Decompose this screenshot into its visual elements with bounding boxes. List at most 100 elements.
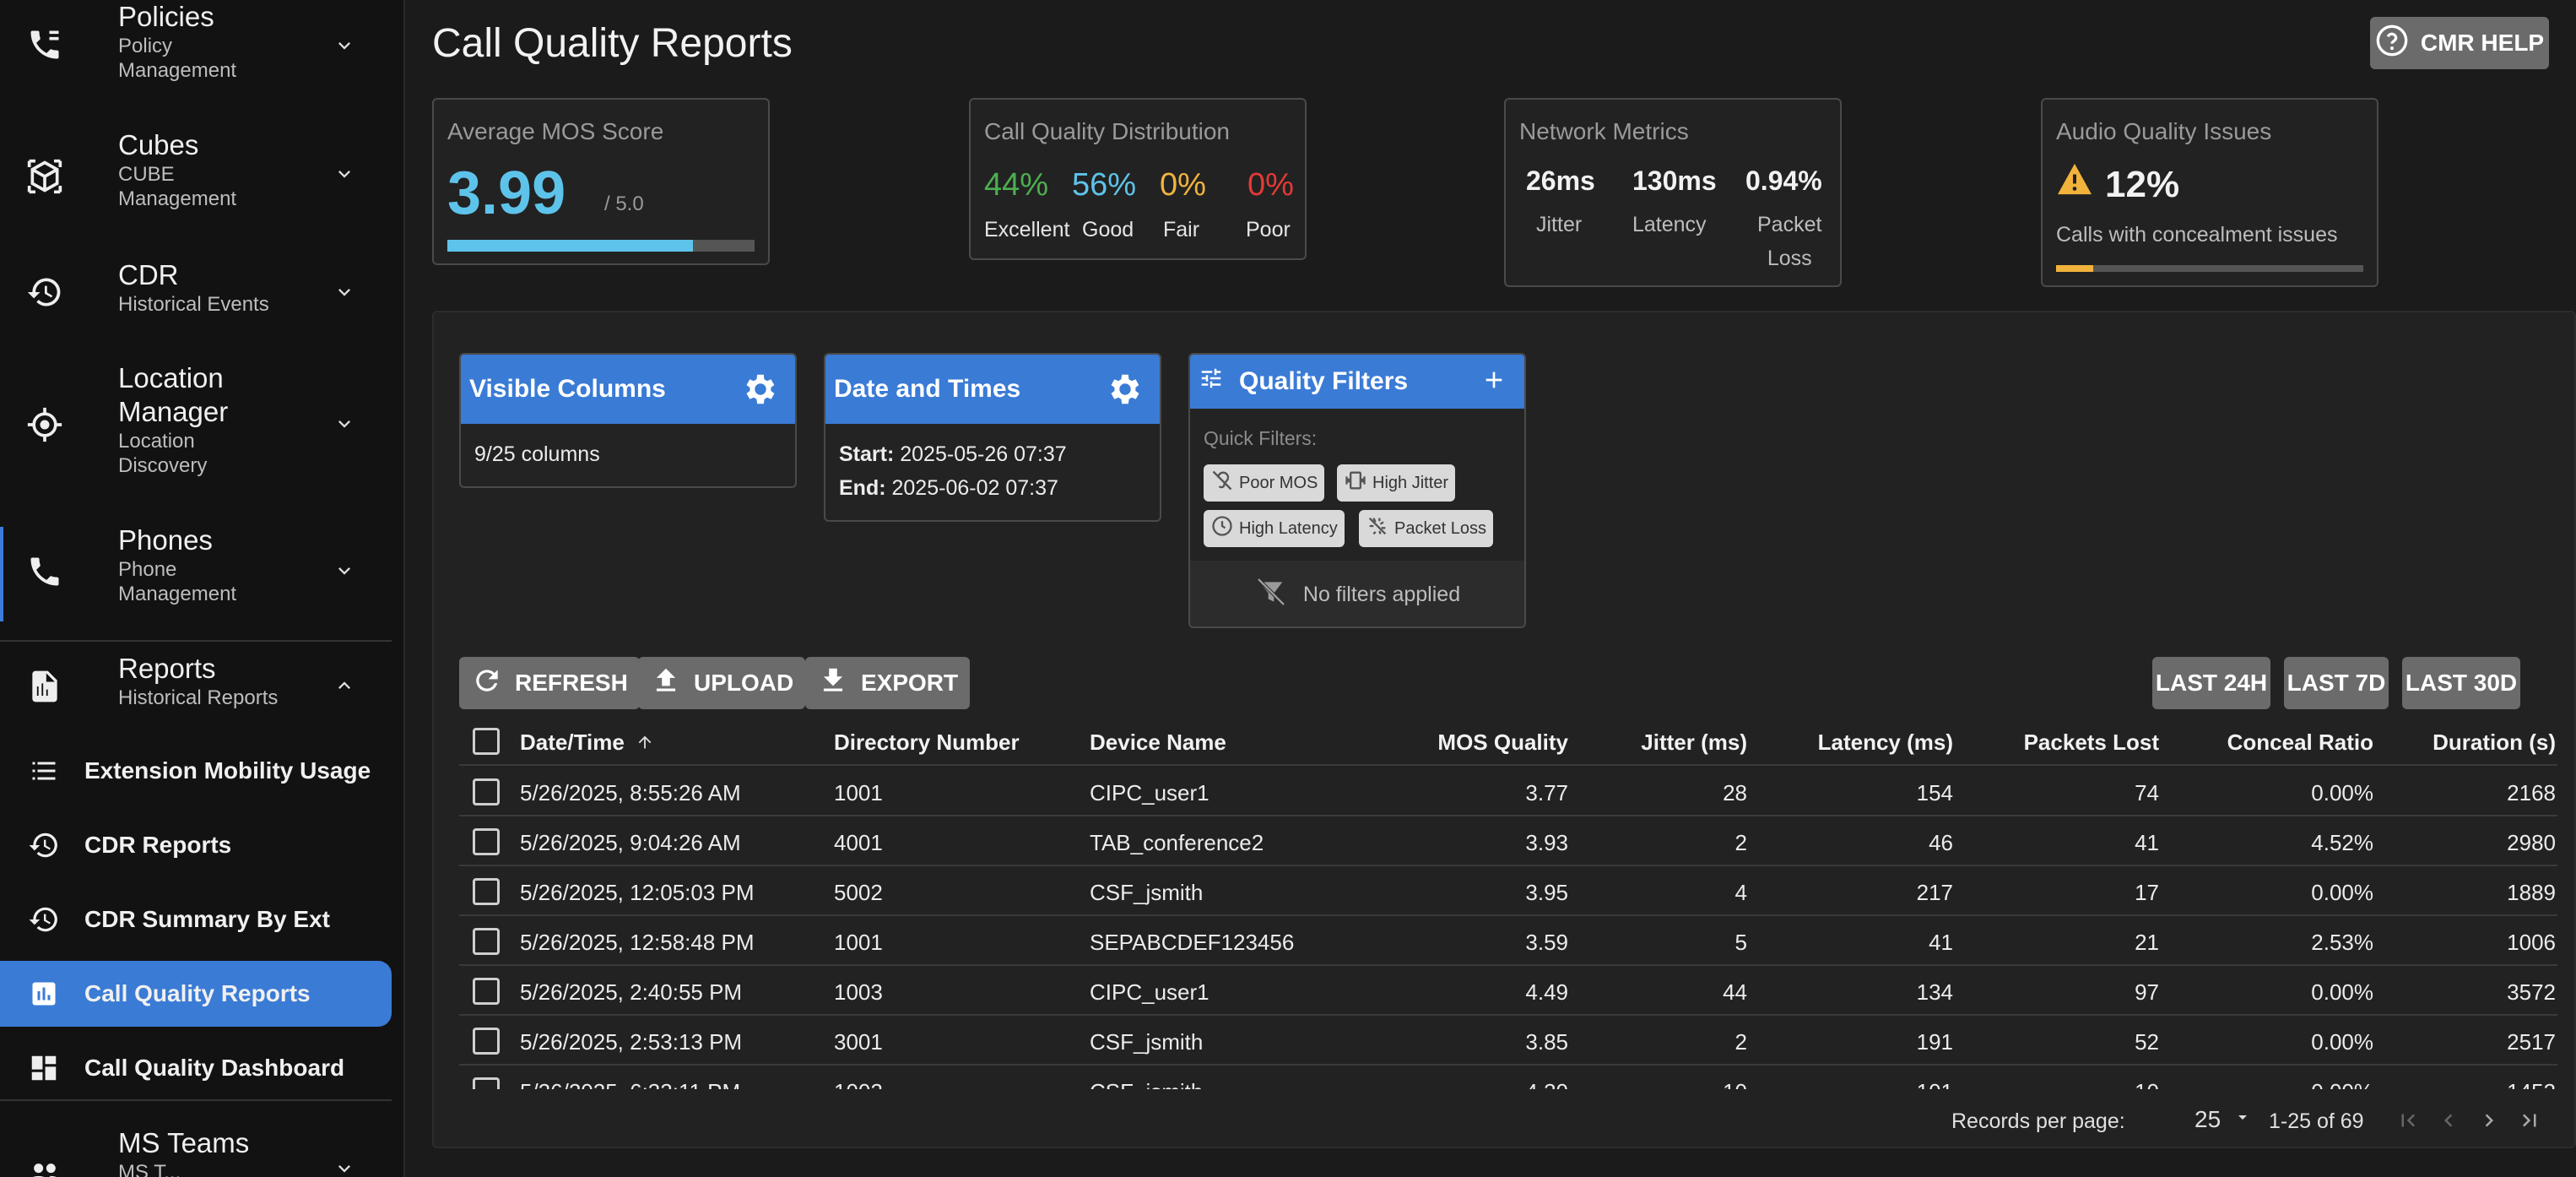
- nav-cdr[interactable]: CDR Historical Events: [0, 258, 403, 326]
- date-end-label: End:: [839, 476, 886, 500]
- cell-latency: 154: [1916, 780, 1953, 805]
- table-row[interactable]: 5/26/2025, 2:40:55 PM 1003 CIPC_user1 4.49 4…: [459, 966, 2557, 1016]
- visible-columns-title: Visible Columns: [469, 375, 666, 403]
- last-24h-button[interactable]: LAST 24H: [2152, 657, 2270, 709]
- cell-duration: 2980: [2507, 830, 2556, 855]
- sidebar-item-call-quality-dashboard[interactable]: Call Quality Dashboard: [0, 1035, 392, 1101]
- row-checkbox[interactable]: [473, 778, 500, 805]
- gear-icon[interactable]: [1106, 370, 1145, 415]
- sidebar-item-label: CDR Reports: [84, 832, 232, 858]
- sidebar-divider: [0, 1099, 392, 1101]
- refresh-button[interactable]: REFRESH: [459, 657, 640, 709]
- date-times-card[interactable]: Date and Times Start: 2025-05-26 07:37 E…: [824, 353, 1161, 522]
- chevron-down-icon[interactable]: [331, 279, 358, 306]
- sidebar-item-cdr-reports[interactable]: CDR Reports: [0, 812, 392, 878]
- filter-chip-poor-mos[interactable]: Poor MOS: [1204, 464, 1325, 502]
- nav-location-title-2: Manager: [118, 396, 229, 427]
- nav-policies-sub1: Policy: [118, 35, 173, 57]
- row-checkbox[interactable]: [473, 978, 500, 1005]
- records-per-page-select[interactable]: 25: [2194, 1106, 2253, 1133]
- cell-mos-quality: 4.49: [1525, 979, 1568, 1005]
- network-card-title: Network Metrics: [1519, 118, 1689, 144]
- table-row[interactable]: 5/26/2025, 6:32:11 PM 1002 CSF_jsmith 4.30 1…: [459, 1066, 2557, 1089]
- chevron-up-icon[interactable]: [331, 672, 358, 699]
- nav-cubes[interactable]: Cubes CUBE Management: [0, 128, 403, 221]
- table-row[interactable]: 5/26/2025, 9:04:26 AM 4001 TAB_conference2…: [459, 816, 2557, 866]
- header-directory-number[interactable]: Directory Number: [834, 730, 1020, 755]
- header-duration[interactable]: Duration (s): [2433, 730, 2556, 755]
- row-checkbox[interactable]: [473, 878, 500, 905]
- chevron-down-icon[interactable]: [331, 1155, 358, 1177]
- header-mos-quality[interactable]: MOS Quality: [1437, 730, 1568, 755]
- export-button[interactable]: EXPORT: [805, 657, 971, 709]
- chevron-down-icon[interactable]: [331, 160, 358, 187]
- nav-policies-sub2: Management: [118, 59, 237, 82]
- cell-directory-number: 1001: [834, 930, 883, 955]
- sidebar-item-call-quality-reports[interactable]: Call Quality Reports: [0, 961, 392, 1027]
- nav-location-manager[interactable]: Location Manager Location Discovery: [0, 361, 403, 488]
- table-row[interactable]: 5/26/2025, 12:58:48 PM 1001 SEPABCDEF12345…: [459, 916, 2557, 966]
- header-packets-lost[interactable]: Packets Lost: [2023, 730, 2159, 755]
- distribution-excellent-value: 44%: [984, 167, 1049, 203]
- header-jitter[interactable]: Jitter (ms): [1641, 730, 1747, 755]
- filter-chip-high-jitter[interactable]: High Jitter: [1337, 464, 1456, 502]
- header-datetime[interactable]: Date/Time: [520, 730, 654, 757]
- sidebar-item-extension-mobility-usage[interactable]: Extension Mobility Usage: [0, 738, 392, 804]
- last-7d-button[interactable]: LAST 7D: [2284, 657, 2389, 709]
- row-checkbox[interactable]: [473, 1077, 500, 1089]
- nav-policies[interactable]: Policies Policy Management: [0, 0, 403, 93]
- next-page-icon[interactable]: [2476, 1108, 2502, 1139]
- mos-progress-bar: [447, 240, 755, 252]
- pagination-bar: Records per page: 25 1-25 of 69: [459, 1098, 2557, 1150]
- nav-phones[interactable]: Phones Phone Management: [0, 523, 403, 616]
- upload-button[interactable]: UPLOAD: [638, 657, 806, 709]
- audio-issue-value: 12%: [2105, 164, 2180, 205]
- row-checkbox[interactable]: [473, 1028, 500, 1055]
- nav-ms-teams[interactable]: MS Teams MS T...: [0, 1126, 403, 1177]
- cell-device-name: TAB_conference2: [1090, 830, 1264, 855]
- nav-location-title-1: Location: [118, 362, 224, 393]
- row-checkbox[interactable]: [473, 928, 500, 955]
- packet-loss-label-1: Packet: [1757, 213, 1822, 236]
- table-row[interactable]: 5/26/2025, 2:53:13 PM 3001 CSF_jsmith 3.85 2…: [459, 1016, 2557, 1066]
- header-device-name[interactable]: Device Name: [1090, 730, 1226, 755]
- table-row[interactable]: 5/26/2025, 12:05:03 PM 5002 CSF_jsmith 3.95…: [459, 866, 2557, 916]
- date-times-title: Date and Times: [834, 375, 1021, 403]
- chevron-down-icon[interactable]: [331, 410, 358, 437]
- cell-duration: 1452: [2375, 1079, 2556, 1089]
- visible-columns-card[interactable]: Visible Columns 9/25 columns: [459, 353, 797, 488]
- table-row[interactable]: 5/26/2025, 8:55:26 AM 1001 CIPC_user1 3.77 2…: [459, 767, 2557, 816]
- quick-filters-label: Quick Filters:: [1204, 427, 1318, 449]
- refresh-label: REFRESH: [515, 670, 628, 696]
- sidebar-item-cdr-summary-by-ext[interactable]: CDR Summary By Ext: [0, 887, 392, 952]
- previous-page-icon[interactable]: [2436, 1108, 2461, 1139]
- last-30d-button[interactable]: LAST 30D: [2402, 657, 2520, 709]
- jitter-label: Jitter: [1536, 213, 1583, 236]
- visible-columns-header: Visible Columns: [461, 355, 795, 424]
- header-conceal-ratio[interactable]: Conceal Ratio: [2227, 730, 2373, 755]
- select-all-checkbox[interactable]: [473, 728, 500, 755]
- audio-progress-fill: [2056, 265, 2093, 272]
- first-page-icon[interactable]: [2395, 1108, 2421, 1139]
- quality-filters-title: Quality Filters: [1239, 367, 1409, 395]
- filter-chip-packet-loss[interactable]: Packet Loss: [1359, 510, 1493, 547]
- date-start: Start: 2025-05-26 07:37: [839, 442, 1067, 467]
- row-checkbox[interactable]: [473, 828, 500, 855]
- gear-icon[interactable]: [741, 370, 780, 415]
- nav-reports[interactable]: Reports Historical Reports: [0, 652, 403, 719]
- network-metrics-card: Network Metrics 26ms 130ms 0.94% Jitter …: [1504, 98, 1842, 287]
- cell-directory-number: 5002: [834, 880, 883, 905]
- filter-chip-high-latency[interactable]: High Latency: [1204, 510, 1345, 547]
- chevron-down-icon[interactable]: [331, 557, 358, 584]
- add-filter-icon[interactable]: [1480, 366, 1507, 400]
- nav-phones-title: Phones: [118, 524, 213, 556]
- cell-conceal-ratio: 0.00%: [2311, 880, 2373, 905]
- cell-packets-lost: 41: [2135, 830, 2159, 855]
- distribution-poor-label: Poor: [1246, 218, 1291, 241]
- last-page-icon[interactable]: [2517, 1108, 2542, 1139]
- header-latency[interactable]: Latency (ms): [1817, 730, 1953, 755]
- cmr-help-button[interactable]: CMR HELP: [2370, 17, 2549, 69]
- chevron-down-icon[interactable]: [331, 32, 358, 59]
- cell-mos-quality: 3.85: [1525, 1029, 1568, 1055]
- cell-conceal-ratio: 0.00%: [2162, 1079, 2373, 1089]
